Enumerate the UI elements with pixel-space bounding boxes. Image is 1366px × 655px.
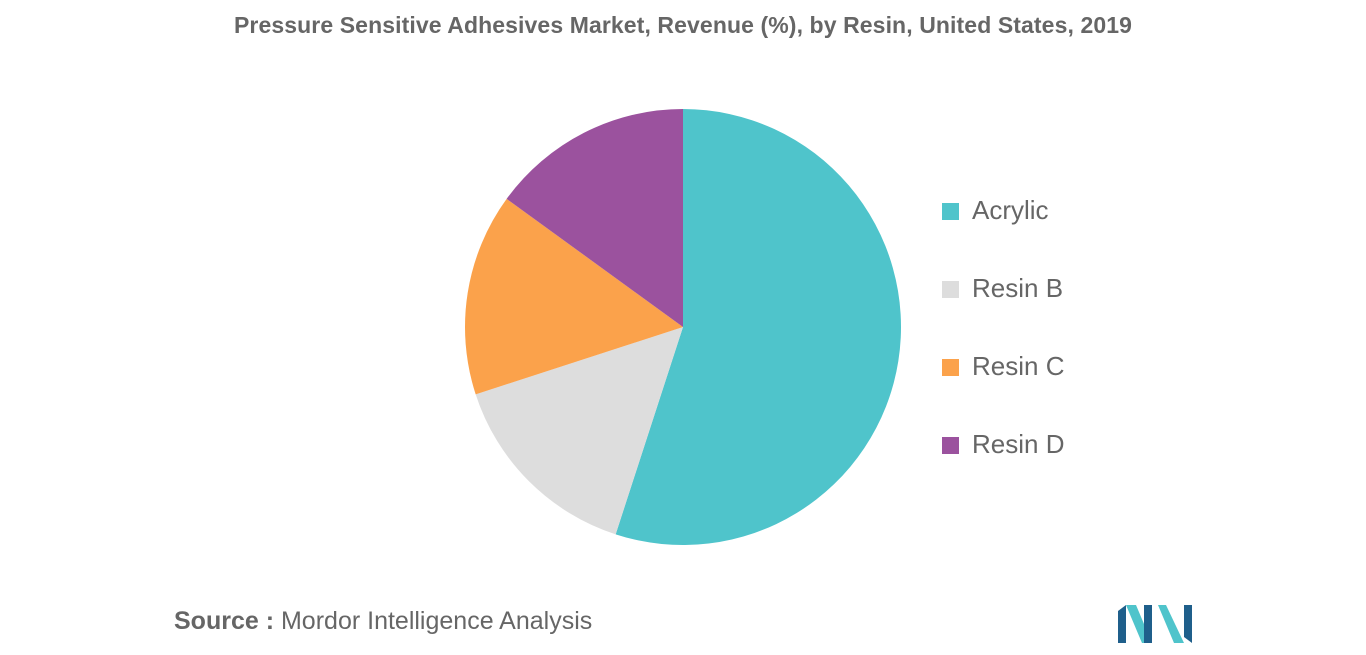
legend-label-resin-c: Resin C <box>972 351 1065 381</box>
chart-title: Pressure Sensitive Adhesives Market, Rev… <box>233 12 1133 38</box>
logo-right-diagonal <box>1158 605 1184 643</box>
legend-swatch-resin-d <box>942 437 959 454</box>
legend-swatch-resin-b <box>942 281 959 298</box>
pie-slice-acrylic <box>615 109 902 545</box>
pie-slice-resin-b <box>475 327 683 535</box>
pie-slice-resin-d <box>506 109 683 327</box>
logo-right-stroke <box>1184 605 1192 643</box>
source-label: Source : <box>174 607 275 635</box>
logo-middle-diagonal <box>1144 605 1152 643</box>
logo-left-stroke <box>1118 605 1126 643</box>
mordor-intelligence-logo-icon <box>1118 605 1192 643</box>
source-note: Source : Mordor Intelligence Analysis <box>174 607 592 636</box>
legend-label-resin-d: Resin D <box>972 429 1065 459</box>
pie-slices <box>464 109 902 545</box>
source-text: Mordor Intelligence Analysis <box>280 607 593 635</box>
legend-label-resin-b: Resin B <box>972 273 1064 303</box>
legend-label-acrylic: Acrylic <box>972 195 1049 225</box>
legend-swatch-acrylic <box>942 203 959 220</box>
legend-swatch-resin-c <box>942 359 959 376</box>
pie-slice-resin-c <box>464 198 683 395</box>
